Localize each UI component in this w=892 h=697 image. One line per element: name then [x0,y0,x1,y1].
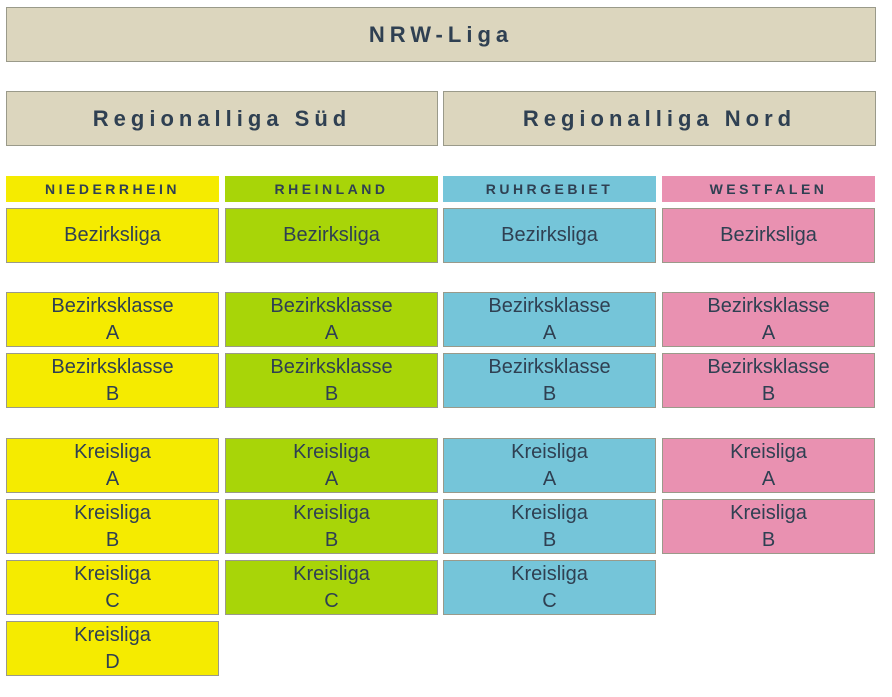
league-level: A [105,467,120,490]
league-level: A [761,321,776,344]
district-header: RHEINLAND [225,176,438,202]
league-cell: Bezirksklasse B [662,353,875,408]
league-name: Bezirksliga [283,224,380,246]
league-name: Kreisliga [293,562,370,585]
league-cell: Kreisliga A [443,438,656,493]
league-name: Kreisliga [511,562,588,585]
league-cell: Kreisliga B [6,499,219,554]
league-level: A [324,467,339,490]
league-name: Kreisliga [74,440,151,463]
league-level: B [324,528,339,551]
league-cell: Bezirksliga [443,208,656,263]
league-cell: Kreisliga B [225,499,438,554]
league-cell: Kreisliga A [6,438,219,493]
district-header: WESTFALEN [662,176,875,202]
league-level: C [324,589,339,612]
league-level: C [542,589,557,612]
league-name: Bezirksklasse [51,355,174,378]
district-header: RUHRGEBIET [443,176,656,202]
league-cell: Bezirksklasse A [443,292,656,347]
league-name: Kreisliga [74,623,151,646]
region-label: Regionalliga Süd [92,105,352,131]
region-league: Regionalliga Nord [443,91,876,146]
league-cell: Kreisliga B [662,499,875,554]
league-cell: Bezirksklasse A [225,292,438,347]
league-name: Kreisliga [293,501,370,524]
league-name: Kreisliga [730,501,807,524]
league-name: Bezirksklasse [707,355,830,378]
league-level: A [105,321,120,344]
league-cell: Bezirksliga [662,208,875,263]
league-name: Kreisliga [511,440,588,463]
league-level: A [761,467,776,490]
top-league-label: NRW-Liga [368,21,514,47]
league-name: Bezirksliga [720,224,817,246]
league-cell: Bezirksklasse A [6,292,219,347]
region-label: Regionalliga Nord [522,105,797,131]
league-cell: Kreisliga C [443,560,656,615]
league-level: B [324,382,339,405]
league-cell: Bezirksklasse B [443,353,656,408]
league-name: Bezirksklasse [488,294,611,317]
league-cell: Bezirksliga [225,208,438,263]
league-name: Kreisliga [730,440,807,463]
region-league: Regionalliga Süd [6,91,438,146]
league-name: Bezirksliga [64,224,161,246]
league-name: Bezirksklasse [270,355,393,378]
league-level: A [324,321,339,344]
league-level: B [761,528,776,551]
league-cell: Bezirksklasse B [225,353,438,408]
league-level: B [105,382,120,405]
league-level: B [542,382,557,405]
league-name: Bezirksklasse [488,355,611,378]
league-name: Kreisliga [511,501,588,524]
league-level: D [105,650,120,673]
league-cell: Kreisliga A [662,438,875,493]
league-level: C [105,589,120,612]
league-name: Bezirksklasse [51,294,174,317]
league-level: A [542,321,557,344]
league-cell: Kreisliga D [6,621,219,676]
league-level: B [105,528,120,551]
league-name: Bezirksliga [501,224,598,246]
league-level: A [542,467,557,490]
league-name: Kreisliga [74,562,151,585]
league-cell: Kreisliga C [225,560,438,615]
league-cell: Bezirksklasse B [6,353,219,408]
district-name: RUHRGEBIET [485,181,614,197]
league-cell: Bezirksliga [6,208,219,263]
top-league: NRW-Liga [6,7,876,62]
league-name: Kreisliga [74,501,151,524]
district-name: RHEINLAND [274,181,389,197]
league-cell: Bezirksklasse A [662,292,875,347]
district-name: NIEDERRHEIN [45,181,180,197]
league-cell: Kreisliga B [443,499,656,554]
league-cell: Kreisliga A [225,438,438,493]
league-name: Bezirksklasse [270,294,393,317]
league-level: B [542,528,557,551]
league-name: Kreisliga [293,440,370,463]
league-level: B [761,382,776,405]
district-header: NIEDERRHEIN [6,176,219,202]
league-name: Bezirksklasse [707,294,830,317]
league-cell: Kreisliga C [6,560,219,615]
district-name: WESTFALEN [709,181,828,197]
